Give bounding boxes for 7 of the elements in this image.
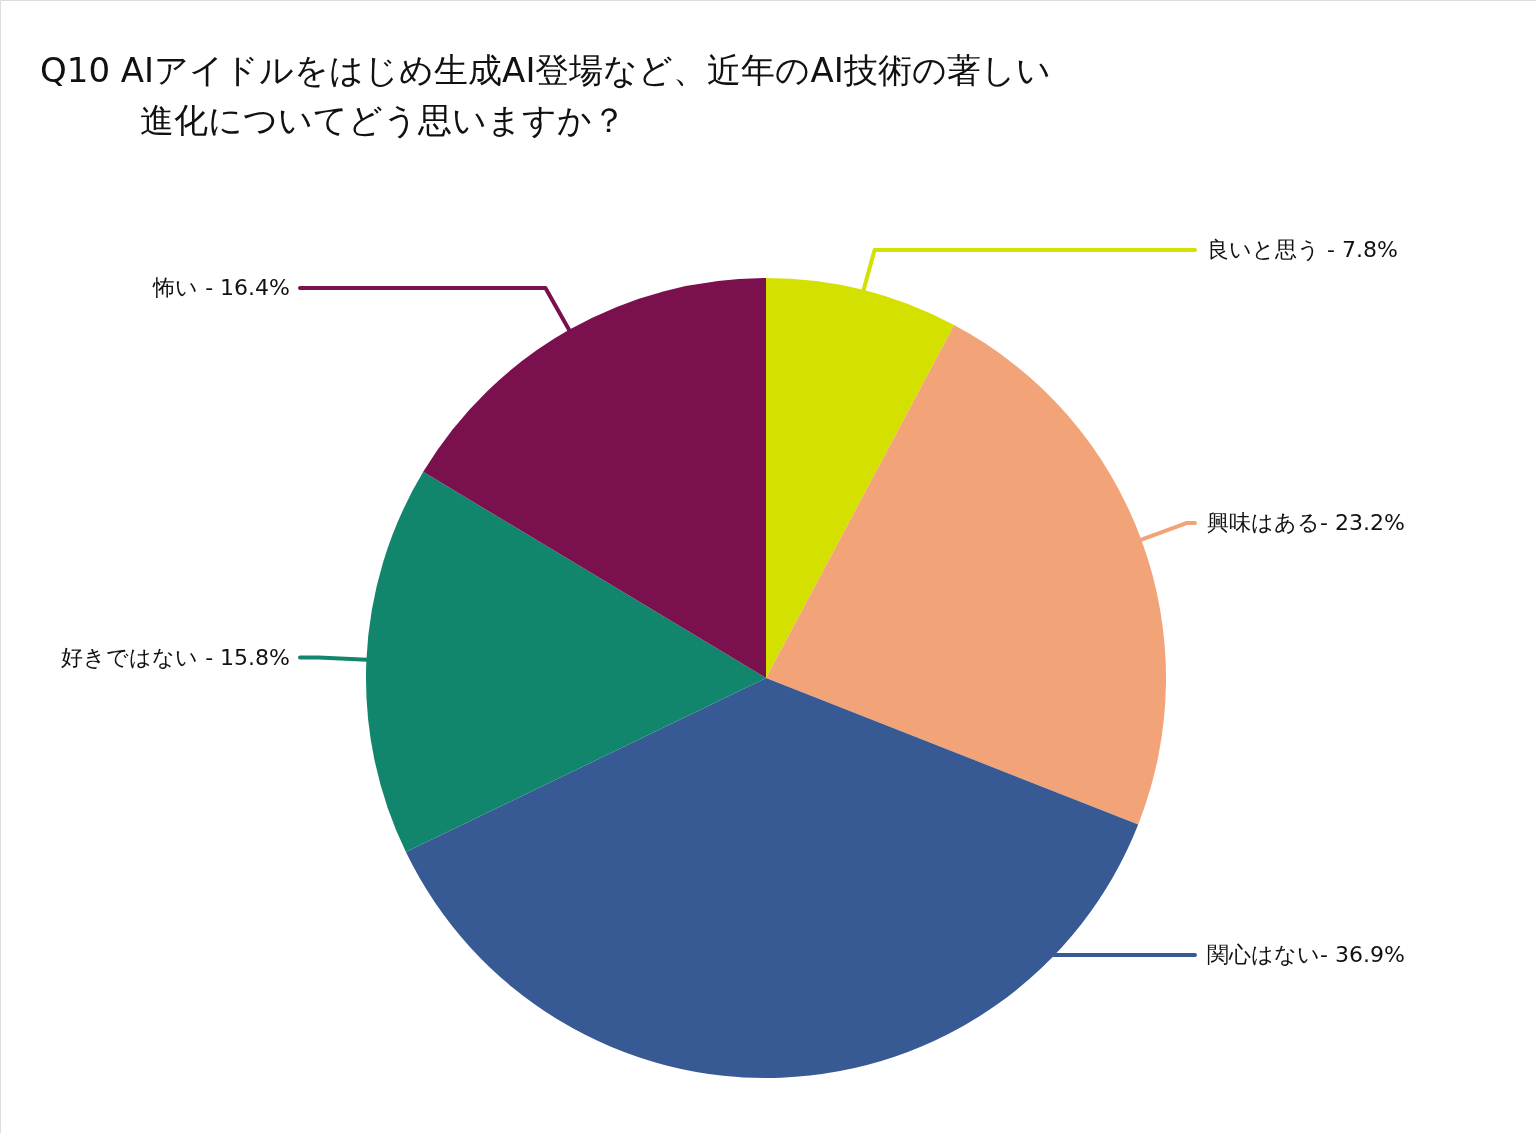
slice-label: 関心はない- 36.9% xyxy=(1207,942,1405,967)
slice-label: 良いと思う - 7.8% xyxy=(1207,237,1398,262)
chart-title: Q10 AIアイドルをはじめ生成AI登場など、近年のAI技術の著しい xyxy=(40,50,1051,90)
slice-label: 好きではない - 15.8% xyxy=(61,644,290,670)
chart-subtitle: 進化についてどう思いますか？ xyxy=(140,100,626,140)
slice-label: 興味はある- 23.2% xyxy=(1207,510,1405,536)
slice-label: 怖い - 16.4% xyxy=(152,275,290,301)
